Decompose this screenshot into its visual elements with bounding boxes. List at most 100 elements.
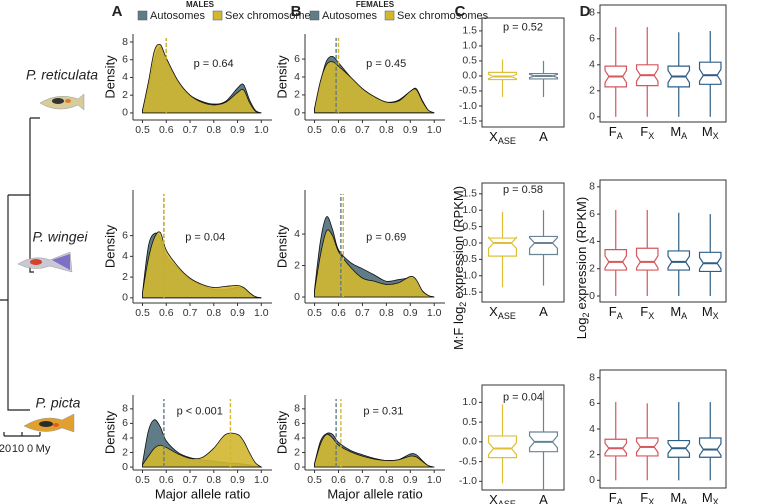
- x-tick-label-sub: X: [648, 131, 654, 141]
- x-tick-label-sub: X: [648, 311, 654, 321]
- x-tick-label: FA: [609, 304, 623, 321]
- plot-area: [314, 399, 435, 468]
- plot-frame: [599, 179, 727, 303]
- box: [487, 236, 518, 257]
- y-axis-title: Density: [274, 410, 289, 454]
- x-tick-label: 1.0: [254, 474, 269, 486]
- y-tick-label: 8: [294, 403, 300, 415]
- fish-illustration: [17, 251, 73, 273]
- x-tick-label-sub: X: [713, 311, 719, 321]
- x-tick-label-sub: A: [617, 497, 623, 504]
- y-tick-label: 0: [589, 111, 595, 123]
- fish-illustration: [23, 413, 75, 433]
- y-tick-label: 6: [589, 397, 595, 409]
- x-tick-label: 1.0: [427, 307, 442, 319]
- y-tick-label: 4: [589, 423, 595, 435]
- y-axis-title: Density: [274, 224, 289, 268]
- x-tick-label: XASE: [489, 129, 516, 146]
- y-tick-label: -0.5: [459, 253, 477, 265]
- box-plot: [604, 210, 628, 296]
- x-tick-label-text: A: [539, 304, 548, 319]
- p-value: p = 0.04: [503, 392, 543, 404]
- y-axis-title: Density: [102, 55, 117, 99]
- x-tick-label: 0.5: [307, 474, 322, 486]
- x-tick-label: 0.8: [206, 474, 221, 486]
- y-tick-label: 0.5: [462, 220, 477, 232]
- x-tick-label: 0.5: [307, 307, 322, 319]
- y-axis-title: Density: [274, 55, 289, 99]
- x-tick-label: MX: [702, 304, 719, 321]
- x-tick-label: 0.9: [230, 474, 245, 486]
- y-tick-label: 2: [122, 446, 128, 458]
- box: [698, 437, 722, 458]
- x-tick-label-text: F: [640, 124, 648, 139]
- x-tick-label: 0.7: [355, 474, 370, 486]
- y-tick-label: 1.5: [462, 25, 477, 37]
- box-plot: [604, 27, 628, 117]
- y-tick-label: 0: [589, 290, 595, 302]
- box: [698, 251, 722, 273]
- x-tick-label: FX: [640, 490, 654, 504]
- x-tick-label: 1.0: [427, 474, 442, 486]
- x-tick-label-text: A: [539, 129, 548, 144]
- y-tick-label: 6: [589, 208, 595, 220]
- x-tick-label: A: [539, 492, 548, 504]
- plot-area: [142, 38, 262, 114]
- x-tick-label: 1.0: [254, 307, 269, 319]
- legend-swatch: [384, 10, 395, 21]
- box-plot: [698, 31, 722, 117]
- x-tick-label-sub: X: [648, 497, 654, 504]
- column-header: FEMALES: [356, 0, 395, 9]
- x-tick-label: 1.0: [427, 124, 442, 136]
- y-tick-label: 6: [294, 53, 300, 65]
- x-tick-label: 0.5: [307, 124, 322, 136]
- scale-bar: [3, 432, 41, 437]
- plot-area: [142, 399, 263, 468]
- axis-title: Log2 expression (RPKM): [574, 197, 591, 339]
- column-header: MALES: [186, 0, 215, 9]
- x-tick-label: MX: [702, 124, 719, 141]
- y-tick-label: 2: [589, 448, 595, 460]
- x-tick-label-sub: A: [681, 497, 687, 504]
- box-plot: [487, 404, 518, 484]
- legend-swatch: [137, 10, 148, 21]
- x-tick-label: 0.5: [135, 124, 150, 136]
- p-value: p = 0.31: [363, 405, 403, 417]
- x-tick-label-sub: A: [617, 131, 623, 141]
- y-tick-label: 6: [122, 53, 128, 65]
- y-tick-label: 4: [589, 59, 595, 71]
- box-plot: [635, 210, 659, 296]
- box-plot: [635, 27, 659, 117]
- species-label: P. picta: [36, 395, 81, 411]
- x-tick-label-text: M: [670, 490, 681, 504]
- y-tick-label: 0: [122, 461, 128, 473]
- density-area: [314, 433, 435, 468]
- x-tick-label: MA: [670, 304, 687, 321]
- x-tick-label: 0.7: [355, 307, 370, 319]
- y-tick-label: 0: [294, 291, 300, 303]
- x-tick-label-text: F: [609, 304, 617, 319]
- x-tick-label: 0.6: [331, 474, 346, 486]
- x-tick-label: 0.8: [206, 124, 221, 136]
- panel-label: D: [580, 3, 591, 20]
- x-tick-label: 0.9: [403, 307, 418, 319]
- y-tick-label: 1.5: [462, 188, 477, 200]
- legend-label: Sex chromosomes: [225, 10, 317, 22]
- y-tick-label: 2: [294, 446, 300, 458]
- y-tick-label: 6: [122, 417, 128, 429]
- x-tick-label-text: X: [489, 129, 498, 144]
- p-value: p = 0.69: [366, 231, 406, 243]
- species-label: P. reticulata: [26, 67, 98, 83]
- y-tick-label: 0.5: [462, 55, 477, 67]
- box-plot: [487, 59, 518, 97]
- y-tick-label: 8: [589, 7, 595, 19]
- density-area: [142, 432, 263, 468]
- box-plot: [698, 402, 722, 481]
- plot-frame: [481, 384, 565, 491]
- box-plot: [528, 390, 559, 490]
- phylogeny: [0, 117, 41, 437]
- y-tick-label: 6: [589, 33, 595, 45]
- x-tick-label: 0.6: [159, 474, 174, 486]
- plot-frame: [599, 369, 727, 489]
- box-plot: [528, 210, 559, 286]
